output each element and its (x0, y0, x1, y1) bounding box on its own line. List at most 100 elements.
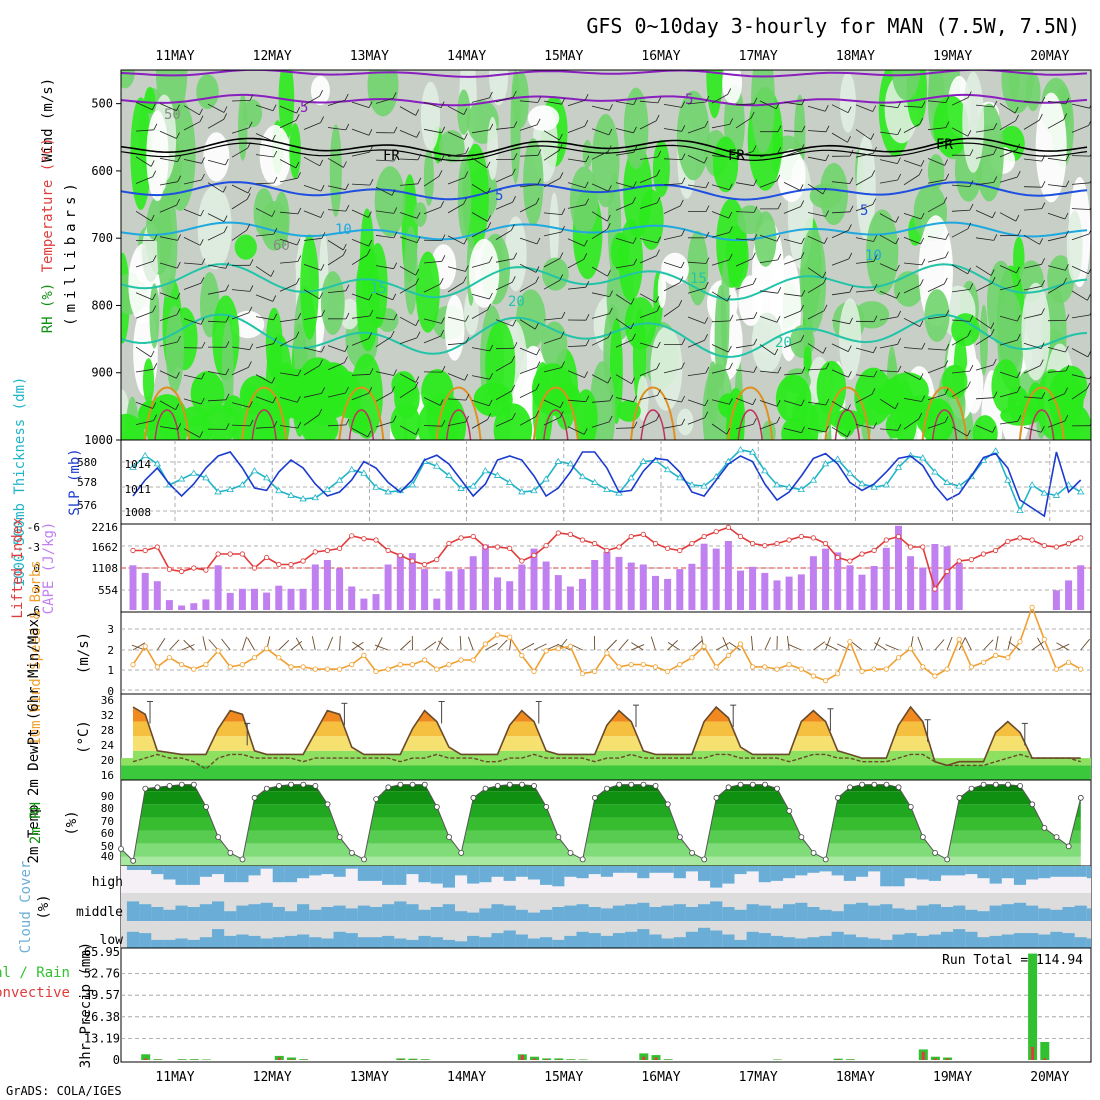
wind-barb (879, 316, 898, 321)
wind-barb (159, 157, 178, 162)
wind-barb-flag (897, 101, 902, 108)
rh2m-point (239, 856, 246, 863)
wind-barb (999, 103, 1016, 114)
wind-barb (135, 129, 154, 132)
wind-barb (207, 264, 226, 269)
wind10m-point (628, 661, 634, 668)
wind-barb (279, 337, 297, 347)
cloud-cover-bar (1001, 904, 1014, 921)
wind10m-barb (983, 639, 994, 651)
wind-barb (639, 202, 658, 209)
wind-barb-flag (249, 401, 253, 408)
wind10m-barb (825, 636, 831, 651)
wind-barb (783, 340, 801, 348)
cape-bar (907, 556, 915, 610)
wind-barb (831, 291, 850, 296)
wind-barb-flag (753, 97, 758, 104)
lifted-index-point (276, 561, 282, 568)
wind-barb-flag (1041, 308, 1045, 315)
precip-total-bar (299, 1059, 309, 1060)
wind-barb (207, 159, 226, 166)
wind10m-point (288, 664, 294, 670)
rh2m-point (992, 781, 999, 788)
wind-barb-flag (415, 269, 420, 276)
wind-barb-flag (704, 317, 709, 324)
wind-barb-flag (656, 305, 661, 312)
wind-barb (879, 179, 898, 184)
wind-barb (1071, 388, 1088, 400)
wind-barb-flag (248, 121, 253, 128)
thickness-point (809, 476, 818, 483)
cloud-cover-bar (843, 904, 856, 921)
cloud-cover-bar (345, 866, 358, 869)
lifted-index-point (373, 537, 379, 543)
wind-barb-flag (1016, 333, 1021, 341)
wind-barb-flag (367, 430, 372, 438)
wind-barb-flag (1039, 359, 1044, 366)
wind-barb (903, 418, 920, 430)
lifted-index-point (798, 533, 804, 540)
wind10m-barb (521, 642, 535, 651)
wind-barb-flag (535, 410, 540, 417)
wind-barb (567, 286, 586, 290)
wind-barb-flag (393, 262, 398, 269)
rh-shade-patch (754, 211, 777, 267)
wind-barb (471, 293, 490, 300)
wind-barb (183, 179, 202, 185)
wind-barb (543, 178, 561, 188)
wind-barb (327, 392, 346, 398)
wind-barb (471, 212, 488, 222)
rh-shade-patch (951, 313, 980, 347)
isotherm-30c (445, 409, 472, 440)
wind-barb-flag (199, 108, 203, 115)
cloud-cover-bar (297, 934, 310, 948)
wind-barb-flag (921, 395, 926, 402)
isotherm-20c (121, 313, 1088, 358)
wind-barb-flag (342, 243, 347, 251)
wind-barb-flag (776, 235, 781, 242)
wind-barb-flag (248, 361, 252, 368)
wind10m-point (154, 664, 160, 670)
wind-barb-flag (728, 253, 733, 261)
wind10m-point (507, 634, 513, 640)
wind-barb (591, 228, 608, 240)
thickness-point (627, 474, 635, 481)
wind10m-point (458, 657, 464, 663)
wind-barb (615, 339, 633, 348)
wind10m-point (434, 666, 440, 672)
cape-bar (1077, 565, 1085, 610)
cape-bar (785, 576, 793, 610)
wind10m-barb (241, 636, 248, 651)
cloud-cover-bar (916, 866, 929, 880)
rh2m-point (276, 783, 282, 789)
cape-bar (129, 565, 137, 610)
wind-barb-flag (416, 331, 421, 338)
wind-barb-flag (1064, 414, 1069, 422)
wind10m-point (361, 652, 367, 659)
rh2m-point (859, 781, 865, 788)
thickness-point (639, 457, 648, 464)
wind-barb-flag (993, 176, 998, 183)
cape-bar (858, 574, 866, 610)
wind-barb-flag (1015, 214, 1020, 222)
wind-barb-flag (846, 430, 851, 437)
wind-barb (327, 127, 346, 131)
wind-barb (927, 394, 946, 401)
wind-barb-flag (657, 236, 661, 244)
wind10m-point (1066, 659, 1072, 665)
contour-label: 5 (300, 100, 308, 116)
cloud-cover-bar (612, 866, 626, 873)
isotherm-25c (241, 386, 288, 440)
isotherm-25c (921, 386, 968, 440)
wind-barb (639, 311, 658, 318)
wind-barb (663, 205, 681, 214)
wind-barb (1047, 119, 1064, 129)
wind-barb (303, 393, 322, 398)
wind10m-barb (375, 637, 383, 651)
wind-barb-flag (872, 198, 877, 205)
rh2m-point (482, 785, 489, 792)
wind-barb (351, 293, 370, 301)
wind-barb (783, 310, 801, 319)
wind10m-point (822, 677, 829, 684)
wind-barb-flag (297, 207, 302, 215)
